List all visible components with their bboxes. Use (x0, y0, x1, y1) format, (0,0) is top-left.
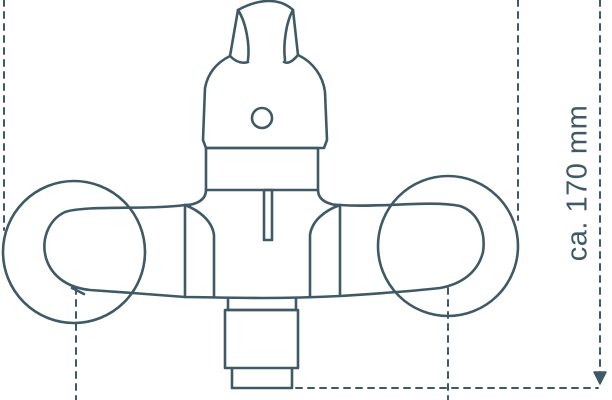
outlet-connector (223, 296, 300, 390)
lever-screw-cap (250, 106, 274, 130)
dimension-arrowhead (593, 371, 607, 385)
temperature-indicator-slot (262, 188, 274, 242)
left-wall-rosette (1, 179, 187, 325)
mixer-lever (201, 0, 329, 150)
dimension-label: ca. 170 mm (561, 104, 594, 262)
mixer-body (183, 146, 342, 300)
dimension-lines (3, 0, 601, 400)
right-wall-rosette (338, 174, 520, 318)
